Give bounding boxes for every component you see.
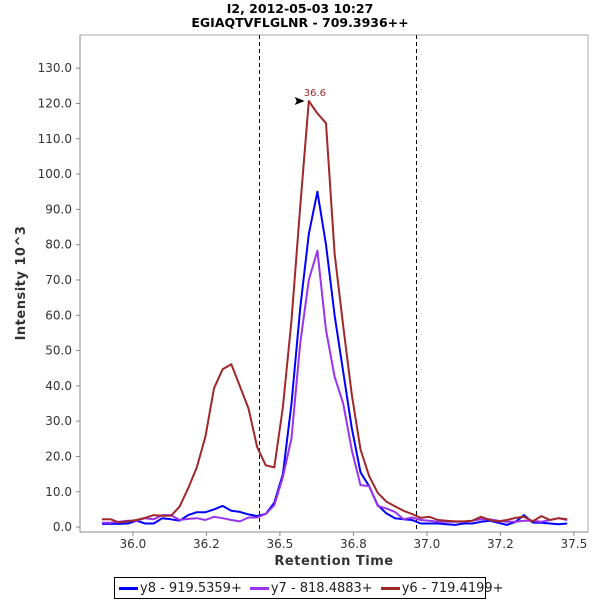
y-tick-label: 60.0 [45, 308, 72, 322]
y-tick-label: 20.0 [45, 449, 72, 463]
chart-title: I2, 2012-05-03 10:27 [227, 1, 374, 16]
y-tick-label: 110.0 [38, 132, 72, 146]
plot-area [79, 34, 589, 533]
legend-item-y6[interactable]: y6 - 719.4199+ [380, 580, 504, 596]
peak-label: 36.6 [304, 88, 326, 99]
y-tick-label: 120.0 [38, 96, 72, 110]
legend-swatch-y7 [249, 586, 269, 590]
legend-swatch-y6 [380, 586, 400, 590]
y-tick-label: 40.0 [45, 379, 72, 393]
x-axis-label: Retention Time [274, 554, 393, 569]
y-tick-label: 10.0 [45, 485, 72, 499]
y-axis-label: Intensity 10^3 [14, 226, 29, 341]
chart-subtitle: EGIAQTVFLGLNR - 709.3936++ [191, 15, 408, 30]
legend: y8 - 919.5359+ y7 - 818.4883+ y6 - 719.4… [114, 577, 504, 599]
peak-annotation: 36.6 [294, 88, 326, 106]
y-ticks: 0.0 10.0 20.0 30.0 40.0 50.0 60.0 70.0 80.0 90.0 1… [38, 61, 80, 534]
y-tick-label: 30.0 [45, 414, 72, 428]
x-ticks: 36.0 36.2 36.5 36.8 37.0 37.2 37.5 [120, 532, 588, 551]
x-tick-label: 37.2 [487, 537, 514, 551]
x-tick-label: 36.8 [340, 537, 367, 551]
x-tick-label: 37.5 [561, 537, 588, 551]
y-tick-label: 100.0 [38, 167, 72, 181]
legend-label-y6: y6 - 719.4199+ [401, 580, 504, 596]
legend-label-y7: y7 - 818.4883+ [270, 580, 373, 596]
y-tick-label: 130.0 [38, 61, 72, 75]
legend-item-y8[interactable]: y8 - 919.5359+ [119, 581, 242, 596]
y-tick-label: 50.0 [45, 344, 72, 358]
x-tick-label: 36.2 [193, 537, 220, 551]
y-tick-label: 70.0 [45, 273, 72, 287]
legend-label-y8: y8 - 919.5359+ [140, 580, 242, 596]
legend-swatch-y8 [119, 586, 138, 590]
boundary-lines [259, 35, 417, 532]
y-tick-label: 0.0 [53, 520, 72, 534]
peak-arrow-icon [294, 97, 305, 106]
y-tick-label: 80.0 [45, 238, 72, 252]
x-tick-label: 36.5 [267, 537, 294, 551]
x-tick-label: 36.0 [120, 537, 147, 551]
series-group [102, 100, 568, 526]
series-line-y6 [102, 100, 568, 524]
y-tick-label: 90.0 [45, 202, 72, 216]
legend-item-y7[interactable]: y7 - 818.4883+ [249, 580, 373, 596]
x-tick-label: 37.0 [414, 537, 441, 551]
